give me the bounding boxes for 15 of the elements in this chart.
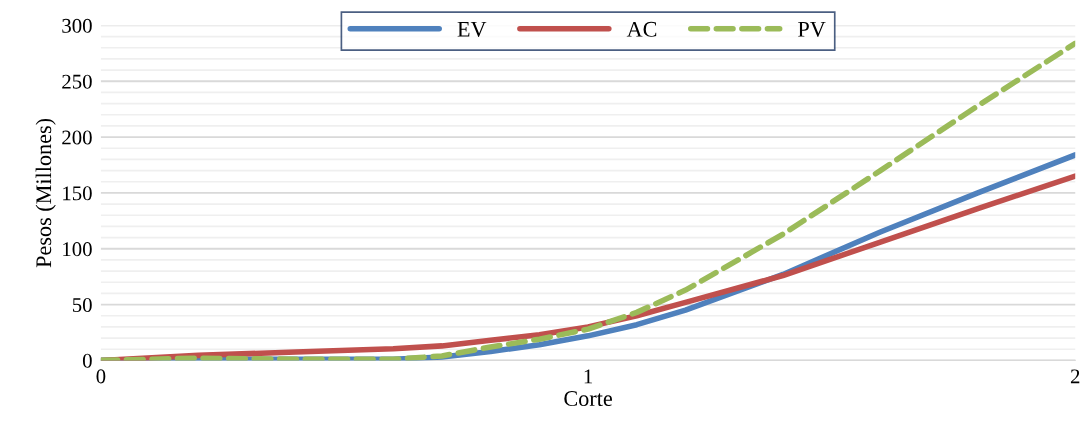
x-tick-label: 0 bbox=[96, 369, 106, 384]
y-tick-label: 50 bbox=[72, 297, 92, 313]
y-tick-label: 150 bbox=[63, 186, 92, 201]
legend-label: PV bbox=[798, 22, 826, 37]
x-tick-label: 2 bbox=[1070, 369, 1080, 384]
y-tick-label: 0 bbox=[82, 353, 92, 368]
y-tick-label: 100 bbox=[63, 242, 92, 257]
legend-label: AC bbox=[626, 21, 657, 37]
x-tick-label: 1 bbox=[584, 369, 593, 384]
x-axis-title: Corte bbox=[564, 391, 612, 407]
y-tick-label: 200 bbox=[62, 130, 92, 145]
y-tick-label: 250 bbox=[62, 74, 92, 89]
y-tick-label: 300 bbox=[62, 18, 92, 33]
y-axis-title: Pesos (Millones) bbox=[35, 118, 56, 268]
legend-label: EV bbox=[457, 22, 487, 37]
